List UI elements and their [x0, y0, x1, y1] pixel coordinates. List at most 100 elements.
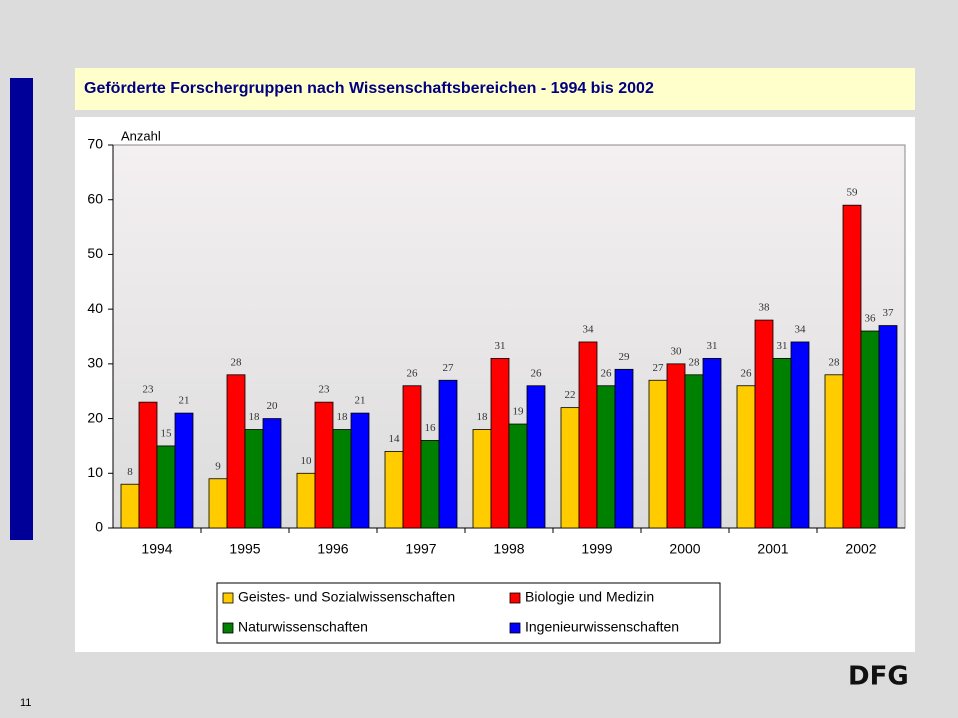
bar — [684, 374, 704, 529]
legend — [216, 582, 721, 644]
data-label: 38 — [759, 302, 771, 314]
bar — [702, 357, 722, 529]
x-tick-label: 1994 — [141, 541, 172, 557]
bar — [824, 374, 844, 529]
bar — [314, 401, 334, 529]
data-label: 31 — [777, 340, 788, 352]
data-label: 26 — [531, 367, 543, 379]
y-tick-label: 10 — [87, 464, 103, 480]
bar — [332, 429, 352, 529]
data-label: 16 — [425, 422, 437, 434]
x-tick-label: 2001 — [757, 541, 788, 557]
data-label: 9 — [215, 460, 221, 472]
legend-swatch — [222, 592, 234, 604]
data-label: 27 — [443, 362, 455, 374]
data-label: 22 — [565, 389, 576, 401]
bar — [754, 319, 774, 529]
data-label: 20 — [267, 400, 279, 412]
bar — [666, 363, 686, 529]
x-tick-label: 1997 — [405, 541, 436, 557]
logo: DFG — [848, 662, 909, 692]
legend-swatch — [222, 622, 234, 634]
y-tick-label: 30 — [87, 355, 103, 371]
data-label: 15 — [161, 427, 173, 439]
data-label: 14 — [389, 433, 401, 445]
bar — [596, 385, 616, 529]
bar — [402, 385, 422, 529]
data-label: 26 — [741, 367, 753, 379]
bar — [578, 341, 598, 529]
bar — [262, 418, 282, 529]
bar — [138, 401, 158, 529]
data-label: 8 — [127, 466, 133, 478]
data-label: 23 — [319, 384, 331, 396]
y-axis-label: Anzahl — [121, 128, 161, 143]
bar — [156, 445, 176, 529]
data-label: 26 — [407, 367, 419, 379]
bar — [772, 357, 792, 529]
bar — [490, 357, 510, 529]
legend-label: Biologie und Medizin — [525, 589, 654, 605]
y-tick-label: 50 — [87, 245, 103, 261]
data-label: 30 — [671, 345, 683, 357]
x-tick-label: 1999 — [581, 541, 612, 557]
bar — [226, 374, 246, 529]
bar — [208, 478, 228, 529]
bar — [472, 429, 492, 529]
data-label: 18 — [337, 411, 349, 423]
data-label: 23 — [143, 384, 155, 396]
bar — [860, 330, 880, 529]
data-label: 28 — [231, 356, 243, 368]
y-tick-label: 70 — [87, 136, 103, 152]
y-tick-label: 60 — [87, 190, 103, 206]
data-label: 28 — [689, 356, 701, 368]
data-label: 21 — [355, 395, 366, 407]
data-label: 27 — [653, 362, 665, 374]
bar — [614, 368, 634, 529]
y-tick-label: 0 — [95, 519, 103, 535]
bar — [438, 379, 458, 529]
data-label: 18 — [249, 411, 261, 423]
bar — [736, 385, 756, 529]
x-tick-label: 1996 — [317, 541, 348, 557]
data-label: 31 — [707, 340, 718, 352]
legend-label: Ingenieurwissenschaften — [525, 619, 679, 635]
chart-title: Geförderte Forschergruppen nach Wissensc… — [84, 80, 654, 97]
page-number: 11 — [20, 697, 31, 709]
bar — [420, 440, 440, 529]
legend-label: Naturwissenschaften — [238, 619, 368, 635]
bar — [508, 423, 528, 529]
legend-swatch — [509, 592, 521, 604]
bar — [244, 429, 264, 529]
data-label: 26 — [601, 367, 613, 379]
y-tick-label: 20 — [87, 409, 103, 425]
bar — [350, 412, 370, 529]
legend-label: Geistes- und Sozialwissenschaften — [238, 589, 455, 605]
data-label: 36 — [865, 313, 877, 325]
x-tick-label: 1995 — [229, 541, 260, 557]
x-tick-label: 2002 — [845, 541, 876, 557]
data-label: 28 — [829, 356, 841, 368]
bar — [648, 379, 668, 529]
bar — [560, 407, 580, 529]
bar — [790, 341, 810, 529]
data-label: 59 — [847, 187, 859, 199]
data-label: 31 — [495, 340, 506, 352]
data-label: 34 — [583, 324, 595, 336]
data-label: 18 — [477, 411, 489, 423]
x-tick-label: 2000 — [669, 541, 700, 557]
data-label: 34 — [795, 324, 807, 336]
legend-swatch — [509, 622, 521, 634]
bar — [120, 483, 140, 529]
data-label: 10 — [301, 455, 313, 467]
bar — [526, 385, 546, 529]
y-tick-label: 40 — [87, 300, 103, 316]
data-label: 29 — [619, 351, 631, 363]
bar — [174, 412, 194, 529]
bar — [296, 472, 316, 529]
title-banner — [75, 68, 915, 110]
x-tick-label: 1998 — [493, 541, 524, 557]
bar — [842, 204, 862, 529]
